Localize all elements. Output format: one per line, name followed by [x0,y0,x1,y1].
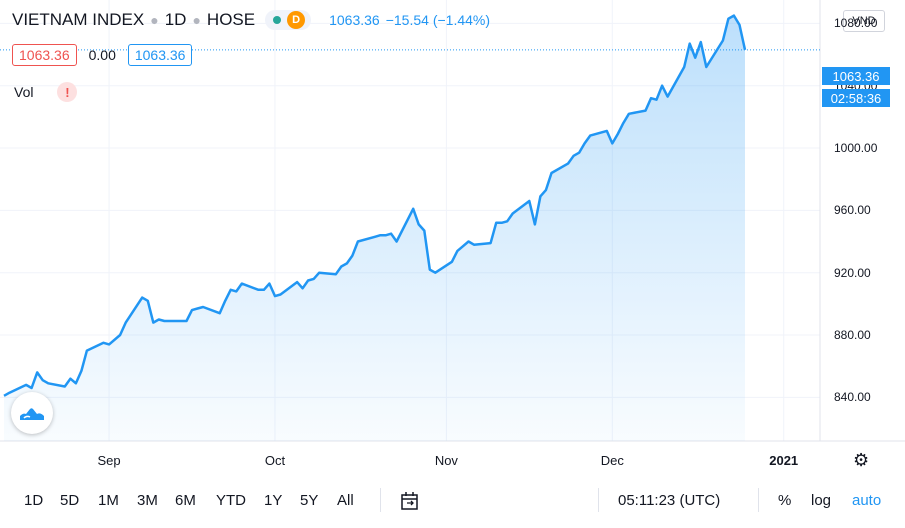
x-tick-label: Dec [600,453,624,468]
y-tick-label: 920.00 [834,265,871,280]
separator-dot-icon: ● [192,12,201,28]
y-tick-label: 1080.00 [834,16,878,31]
y-tick-label: 840.00 [834,390,871,405]
countdown-label: 02:58:36 [822,89,890,107]
delay-badge: D [287,11,306,29]
settings-gear-icon[interactable]: ⚙ [853,450,870,470]
calendar-range-icon[interactable] [399,490,421,517]
volume-label[interactable]: Vol [14,84,34,100]
range-button-5y[interactable]: 5Y [300,492,319,509]
range-button-3m[interactable]: 3M [137,492,158,509]
range-button-5d[interactable]: 5D [60,492,80,509]
range-button-1d[interactable]: 1D [24,492,44,509]
separator-dot-icon: ● [150,12,159,28]
last-price-label: 1063.36 [822,67,890,85]
y-tick-label: 880.00 [834,328,871,343]
range-button-1m[interactable]: 1M [98,492,119,509]
series-area-fill [4,15,745,441]
currency-button[interactable]: VND [843,10,885,32]
range-button-1y[interactable]: 1Y [264,492,283,509]
x-tick-label: 2021 [769,453,799,468]
exchange-label: HOSE [206,10,256,29]
log-toggle[interactable]: log [811,492,832,509]
market-open-dot-icon [273,16,282,24]
interval-label[interactable]: 1D [164,10,187,29]
range-button-all[interactable]: All [337,492,354,509]
x-tick-label: Sep [97,453,121,468]
range-button-6m[interactable]: 6M [175,492,196,509]
series-line[interactable] [3,14,747,397]
y-tick-label: 960.00 [834,203,871,218]
open-value-box: 1063.36 [12,44,77,66]
ohlc-row: 1063.36 0.00 1063.36 [12,44,193,66]
toolbar-divider [380,488,381,512]
symbol-header: VIETNAM INDEX ● 1D ● HOSE D 1063.36 −15.… [12,10,490,30]
utc-time[interactable]: 05:11:23 (UTC) [618,492,721,509]
middle-value: 0.00 [88,47,116,63]
volume-legend: Vol ! [14,82,78,102]
auto-toggle[interactable]: auto [852,492,882,509]
market-status-pill[interactable]: D [265,10,312,30]
bottom-toolbar [0,475,905,528]
chart-area[interactable] [0,0,905,475]
percent-toggle[interactable]: % [778,492,792,509]
range-button-ytd[interactable]: YTD [216,492,246,509]
symbol-title[interactable]: VIETNAM INDEX [12,10,145,29]
warning-icon[interactable]: ! [57,82,78,102]
x-tick-label: Oct [264,453,286,468]
x-tick-label: Nov [434,453,458,468]
toolbar-divider [598,488,599,512]
y-tick-label: 1000.00 [834,141,878,156]
close-value-box: 1063.36 [127,44,193,66]
price-change: −15.54 (−1.44%) [385,12,491,28]
last-price: 1063.36 [329,12,380,28]
toolbar-divider [758,488,759,512]
tradingview-logo-icon[interactable] [11,392,53,434]
